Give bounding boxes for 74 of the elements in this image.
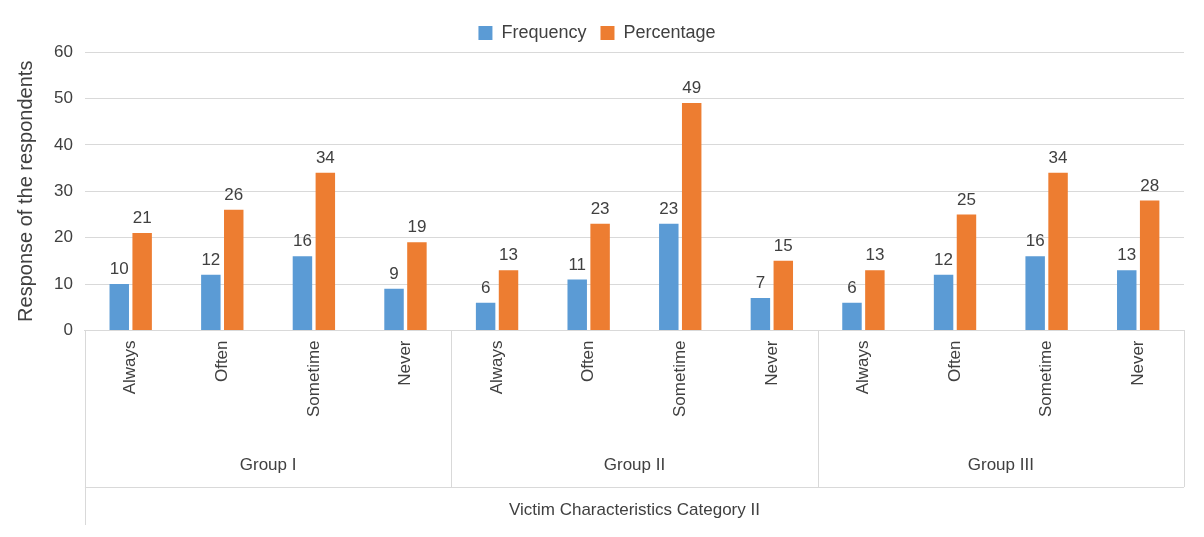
bar bbox=[475, 302, 496, 330]
data-label: 26 bbox=[224, 184, 244, 204]
y-axis-title: Response of the respondents bbox=[13, 60, 36, 322]
bar bbox=[750, 297, 771, 330]
y-tick-label: 30 bbox=[53, 180, 73, 200]
data-label: 7 bbox=[755, 273, 766, 293]
bar bbox=[224, 209, 244, 330]
bar bbox=[315, 172, 336, 330]
data-label: 28 bbox=[1140, 175, 1160, 195]
bar bbox=[132, 233, 152, 330]
bar bbox=[590, 223, 610, 330]
bar bbox=[201, 274, 221, 330]
y-tick-label: 20 bbox=[53, 227, 73, 247]
x-tick-label: Always bbox=[486, 340, 506, 395]
data-label: 12 bbox=[201, 249, 221, 269]
data-label: 15 bbox=[773, 236, 793, 256]
x-tick-label: Sometime bbox=[669, 340, 689, 418]
data-label: 16 bbox=[1025, 231, 1045, 251]
data-label: 11 bbox=[568, 254, 587, 274]
data-label: 23 bbox=[590, 198, 610, 218]
bar bbox=[956, 214, 977, 330]
text: Group II bbox=[603, 454, 666, 474]
bar bbox=[567, 279, 587, 330]
bar bbox=[384, 288, 404, 330]
bar bbox=[407, 242, 427, 330]
data-label: 25 bbox=[957, 189, 976, 209]
bar bbox=[292, 256, 313, 330]
bar bbox=[1048, 172, 1068, 330]
bar bbox=[109, 284, 129, 330]
x-tick-label: Sometime bbox=[1036, 340, 1056, 418]
bar bbox=[865, 270, 885, 330]
x-tick-label: Always bbox=[120, 340, 140, 395]
data-label: 9 bbox=[389, 263, 399, 283]
bar bbox=[498, 270, 519, 330]
data-label: 19 bbox=[407, 217, 427, 237]
y-tick-label: 0 bbox=[63, 320, 73, 340]
data-label: 12 bbox=[934, 249, 954, 269]
x-tick-label: Never bbox=[1127, 340, 1147, 386]
x-tick-label: Never bbox=[395, 340, 415, 386]
bar bbox=[681, 103, 702, 330]
data-label: 13 bbox=[499, 245, 518, 265]
x-tick-label: Often bbox=[578, 340, 598, 383]
y-tick-label: 10 bbox=[53, 273, 73, 293]
bar bbox=[773, 260, 794, 330]
x-axis-title: Victim Characteristics Category II bbox=[508, 499, 760, 519]
x-tick-label: Never bbox=[761, 340, 781, 386]
bar bbox=[1139, 200, 1160, 330]
data-label: 6 bbox=[480, 277, 491, 297]
x-tick-label: Always bbox=[853, 340, 873, 395]
y-tick-label: 40 bbox=[53, 134, 73, 154]
text: Group III bbox=[967, 454, 1034, 474]
data-label: 21 bbox=[132, 208, 152, 228]
data-label: 6 bbox=[847, 277, 857, 297]
data-label: 49 bbox=[682, 78, 702, 98]
y-tick-label: 60 bbox=[53, 41, 73, 61]
y-tick-label: 50 bbox=[53, 88, 73, 108]
bar bbox=[933, 274, 954, 330]
data-label: 34 bbox=[1048, 147, 1068, 167]
data-label: 13 bbox=[865, 245, 885, 265]
bar bbox=[842, 302, 862, 330]
legend-label: Frequency bbox=[501, 21, 587, 42]
x-tick-label: Sometime bbox=[303, 340, 323, 418]
data-label: 34 bbox=[315, 147, 335, 167]
data-label: 16 bbox=[292, 231, 312, 251]
data-label: 10 bbox=[109, 259, 129, 279]
data-label: 23 bbox=[659, 198, 679, 218]
bar bbox=[1025, 256, 1045, 330]
data-label: 13 bbox=[1117, 245, 1137, 265]
x-tick-label: Often bbox=[944, 340, 964, 383]
bar bbox=[1117, 270, 1137, 330]
x-tick-label: Often bbox=[211, 340, 231, 383]
text: Group I bbox=[239, 454, 297, 474]
bar bbox=[659, 223, 679, 330]
legend-label: Percentage bbox=[623, 21, 716, 42]
